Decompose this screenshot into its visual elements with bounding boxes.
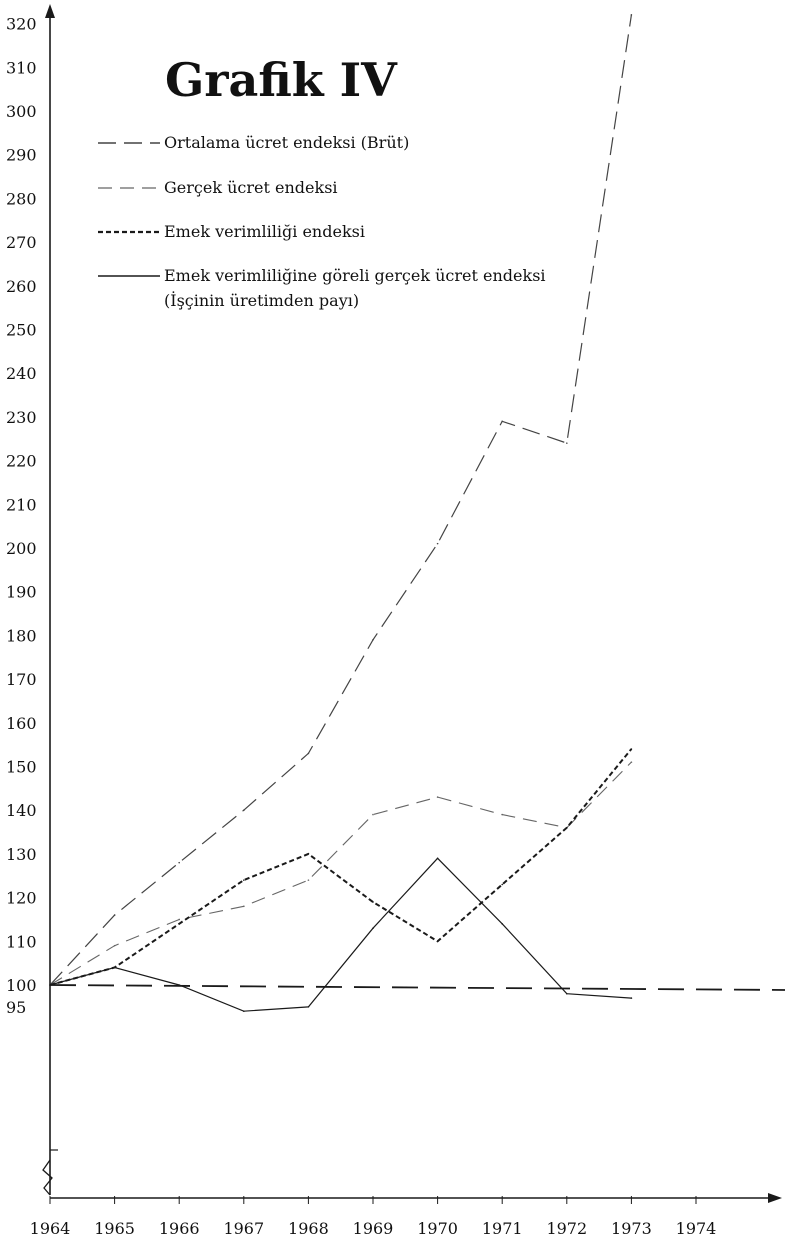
data-point <box>501 420 504 423</box>
y-tick-label: 190 <box>6 583 37 602</box>
data-point <box>372 813 374 816</box>
axes <box>42 4 782 1203</box>
y-tick-label: 200 <box>6 539 37 558</box>
x-axis-ticks: 1964 1965 1966 1967 1968 1969 1970 1971 1972 1973… <box>30 1196 717 1238</box>
data-point <box>307 853 310 855</box>
y-tick-label: 150 <box>6 758 37 777</box>
y-tick-label: 95 <box>6 998 26 1017</box>
x-tick-label: 1969 <box>353 1219 394 1238</box>
y-tick-label: 300 <box>6 102 37 121</box>
series-lines <box>49 14 633 1013</box>
data-point <box>243 879 245 881</box>
y-tick-label: 320 <box>6 15 37 34</box>
data-point <box>630 997 633 999</box>
legend-label-3: Emek verimliliği endeksi <box>164 222 365 241</box>
data-point <box>501 923 504 925</box>
legend-label-4-line2: (İşçinin üretimden payı) <box>164 290 359 310</box>
x-tick-label: 1967 <box>223 1219 264 1238</box>
data-point <box>436 857 439 860</box>
y-tick-label: 180 <box>6 626 37 645</box>
x-tick-label: 1973 <box>611 1219 652 1238</box>
chart-title: Grafik IV <box>165 53 398 107</box>
reference-line-100 <box>49 984 786 991</box>
y-tick-label: 170 <box>6 670 37 689</box>
y-tick-label: 110 <box>6 932 37 951</box>
y-tick-label: 100 <box>6 976 37 995</box>
data-point <box>178 861 180 864</box>
data-point <box>630 748 633 750</box>
x-tick-label: 1965 <box>94 1219 135 1238</box>
y-axis-ticks: 3303203103002902802702602502402302202102… <box>6 15 37 1017</box>
y-tick-label: 270 <box>6 233 37 252</box>
y-tick-label: 130 <box>6 845 37 864</box>
data-point <box>113 944 116 947</box>
data-point <box>49 984 51 986</box>
data-point <box>307 1006 310 1008</box>
data-point <box>630 761 633 763</box>
data-point <box>436 542 439 545</box>
data-point <box>566 826 568 829</box>
y-tick-label: 120 <box>6 889 37 908</box>
series-line-3 <box>49 748 633 986</box>
data-point <box>178 984 180 986</box>
data-point <box>307 879 310 881</box>
data-point <box>630 14 633 16</box>
data-point <box>372 901 374 903</box>
y-tick-label: 140 <box>6 801 37 820</box>
y-tick-label: 160 <box>6 714 37 733</box>
data-point <box>243 809 245 811</box>
y-tick-label: 210 <box>6 495 37 514</box>
series-line-4 <box>49 857 632 1012</box>
reference-line <box>49 984 786 991</box>
y-axis-arrow <box>45 4 55 18</box>
data-point <box>178 918 180 921</box>
x-axis-arrow <box>768 1193 782 1203</box>
data-point <box>501 813 504 816</box>
data-point <box>113 914 116 916</box>
y-tick-label: 290 <box>6 146 37 165</box>
data-point <box>436 940 439 943</box>
legend-label-1: Ortalama ücret endeksi (Brüt) <box>164 133 409 152</box>
data-point <box>113 966 116 969</box>
y-tick-label: 230 <box>6 408 37 427</box>
data-point <box>372 638 374 641</box>
data-point <box>372 927 374 929</box>
axis-break-mark <box>42 1159 53 1196</box>
x-tick-label: 1968 <box>288 1219 329 1238</box>
x-tick-label: 1964 <box>30 1219 71 1238</box>
legend-label-2: Gerçek ücret endeksi <box>164 178 338 197</box>
series-line-2 <box>49 761 632 986</box>
x-tick-label: 1974 <box>676 1219 717 1238</box>
data-point <box>501 883 504 886</box>
y-tick-label: 250 <box>6 321 37 340</box>
legend: Ortalama ücret endeksi (Brüt) Gerçek ücre… <box>98 133 546 310</box>
x-tick-label: 1970 <box>417 1219 458 1238</box>
x-tick-label: 1971 <box>482 1219 523 1238</box>
y-tick-label: 220 <box>6 452 37 471</box>
data-point <box>243 905 245 908</box>
y-tick-label: 280 <box>6 189 37 208</box>
y-tick-label: 240 <box>6 364 37 383</box>
data-point <box>307 752 310 755</box>
series-line-1 <box>49 14 632 986</box>
data-point <box>566 442 568 444</box>
x-tick-label: 1972 <box>546 1219 587 1238</box>
y-tick-label: 260 <box>6 277 37 296</box>
data-point <box>566 992 568 995</box>
data-point <box>178 923 180 925</box>
x-tick-label: 1966 <box>159 1219 200 1238</box>
legend-label-4: Emek verimliliğine göreli gerçek ücret e… <box>164 266 546 285</box>
data-point <box>243 1010 245 1013</box>
data-point <box>436 796 439 798</box>
y-tick-label: 310 <box>6 58 37 77</box>
